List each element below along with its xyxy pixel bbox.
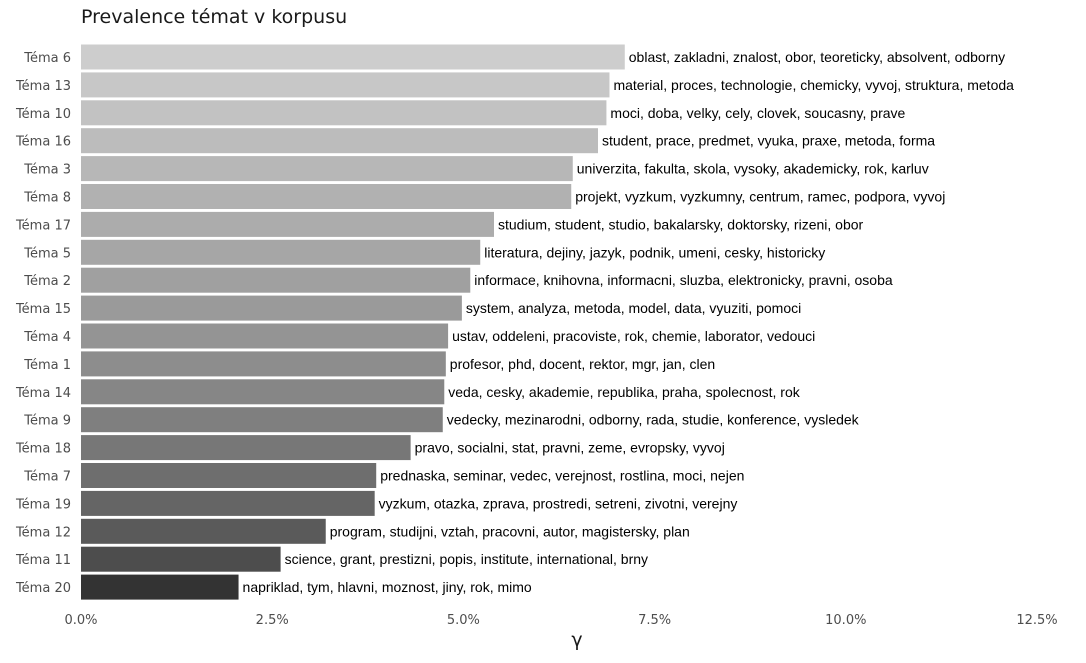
y-tick-label: Téma 3: [23, 163, 71, 178]
bar-t-ma-17: [81, 211, 494, 237]
x-tick-label: 5.0%: [447, 613, 480, 628]
y-tick-label: Téma 8: [23, 191, 71, 206]
y-category-labels: Téma 6 Téma 13 Téma 10 Téma 16 Téma 3 Téma 8 T…: [15, 51, 71, 596]
y-tick-label: Téma 20: [15, 581, 71, 596]
bar-t-ma-9: [81, 407, 443, 433]
y-tick-label: Téma 19: [15, 497, 71, 512]
y-tick-label: Téma 11: [15, 553, 71, 568]
bar-label: student, prace, predmet, vyuka, praxe, m…: [602, 133, 935, 149]
bar-t-ma-15: [81, 295, 462, 321]
x-tick-label: 10.0%: [825, 613, 866, 628]
bar-labels-layer: oblast, zakladni, znalost, obor, teoreti…: [243, 49, 1015, 595]
bar-t-ma-8: [81, 184, 572, 209]
bar-label: prednaska, seminar, vedec, verejnost, ro…: [380, 468, 744, 484]
y-tick-label: Téma 1: [23, 358, 71, 373]
y-tick-label: Téma 12: [15, 525, 71, 540]
bar-t-ma-6: [81, 44, 625, 70]
bar-label: science, grant, prestizni, popis, instit…: [285, 551, 648, 567]
x-tick-labels: 0.0% 2.5% 5.0% 7.5% 10.0% 12.5%: [64, 613, 1057, 628]
bar-t-ma-4: [81, 323, 449, 349]
y-tick-label: Téma 16: [15, 135, 71, 150]
bar-label: program, studijni, vztah, pracovni, auto…: [330, 523, 690, 539]
bar-label: univerzita, fakulta, skola, vysoky, akad…: [577, 161, 929, 177]
y-tick-label: Téma 10: [15, 107, 71, 122]
bar-label: moci, doba, velky, cely, clovek, soucasn…: [610, 105, 905, 121]
y-tick-label: Téma 2: [23, 274, 71, 289]
bar-t-ma-14: [81, 379, 445, 405]
bar-label: ustav, oddeleni, pracoviste, rok, chemie…: [452, 328, 815, 344]
bar-label: projekt, vyzkum, vyzkumny, centrum, rame…: [575, 189, 945, 205]
y-tick-label: Téma 6: [23, 51, 71, 66]
bar-t-ma-5: [81, 239, 481, 265]
bar-t-ma-7: [81, 463, 377, 488]
bar-t-ma-16: [81, 128, 599, 154]
x-tick-label: 12.5%: [1016, 613, 1057, 628]
bar-t-ma-18: [81, 435, 411, 461]
y-tick-label: Téma 5: [23, 246, 71, 261]
y-tick-label: Téma 17: [15, 218, 71, 233]
bar-label: system, analyza, metoda, model, data, vy…: [466, 300, 801, 316]
bar-label: material, proces, technologie, chemicky,…: [613, 77, 1014, 93]
x-tick-label: 2.5%: [256, 613, 289, 628]
x-tick-label: 7.5%: [638, 613, 671, 628]
bar-t-ma-1: [81, 351, 446, 377]
bar-label: pravo, socialni, stat, pravni, zeme, evr…: [415, 440, 725, 456]
y-tick-label: Téma 14: [15, 386, 71, 401]
bar-label: vyzkum, otazka, zprava, prostredi, setre…: [379, 495, 738, 511]
x-tick-label: 0.0%: [64, 613, 97, 628]
bar-t-ma-11: [81, 546, 281, 572]
bars-layer: [81, 44, 625, 600]
bar-label: oblast, zakladni, znalost, obor, teoreti…: [629, 49, 1005, 65]
bar-label: veda, cesky, akademie, republika, praha,…: [448, 384, 800, 400]
y-tick-label: Téma 4: [23, 330, 71, 345]
bar-label: vedecky, mezinarodni, odborny, rada, stu…: [447, 412, 860, 428]
bar-t-ma-13: [81, 72, 610, 98]
bar-label: profesor, phd, docent, rektor, mgr, jan,…: [450, 356, 715, 372]
bar-t-ma-2: [81, 267, 471, 293]
y-tick-label: Téma 13: [15, 79, 71, 94]
y-tick-label: Téma 7: [23, 470, 71, 485]
bar-t-ma-3: [81, 156, 573, 182]
bar-label: informace, knihovna, informacni, sluzba,…: [474, 272, 893, 288]
bar-t-ma-19: [81, 490, 375, 516]
y-tick-label: Téma 15: [15, 302, 71, 317]
bar-label: napriklad, tym, hlavni, moznost, jiny, r…: [243, 579, 532, 595]
chart-title: Prevalence témat v korpusu: [81, 6, 348, 28]
bar-t-ma-10: [81, 100, 607, 126]
bar-label: literatura, dejiny, jazyk, podnik, umeni…: [484, 244, 825, 260]
y-tick-label: Téma 18: [15, 442, 71, 457]
bar-t-ma-12: [81, 518, 326, 544]
x-axis-title: γ: [571, 629, 582, 651]
bar-label: studium, student, studio, bakalarsky, do…: [498, 216, 864, 232]
y-tick-label: Téma 9: [23, 414, 71, 429]
bar-t-ma-20: [81, 574, 239, 600]
